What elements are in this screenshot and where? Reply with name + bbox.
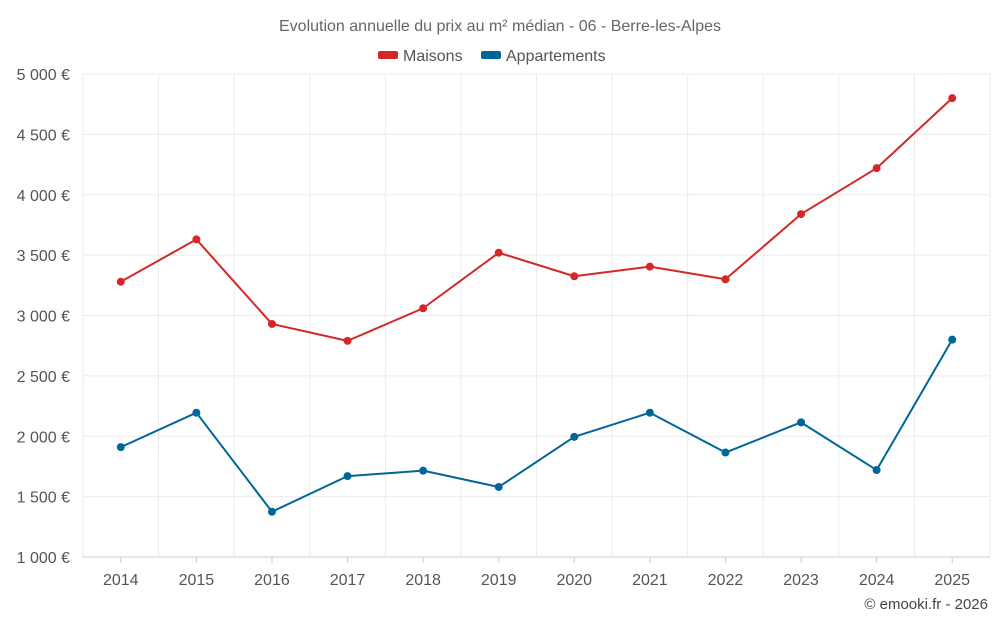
data-point-appartements[interactable] [721,448,730,457]
legend-swatch-maisons [378,51,398,59]
y-tick-label: 2 500 € [17,369,70,386]
data-point-maisons[interactable] [570,272,579,281]
y-tick-label: 4 500 € [17,127,70,144]
y-tick-label: 2 000 € [17,429,70,446]
y-tick-label: 5 000 € [17,67,70,84]
data-point-appartements[interactable] [116,443,125,452]
data-point-appartements[interactable] [948,335,957,344]
y-tick-label: 3 000 € [17,309,70,326]
series-layer [116,94,957,516]
y-tick-label: 1 000 € [17,550,70,567]
x-tick-label: 2017 [330,572,366,589]
data-point-appartements[interactable] [419,466,428,475]
data-point-maisons[interactable] [419,304,428,313]
data-point-maisons[interactable] [872,164,881,173]
x-tick-label: 2022 [708,572,744,589]
data-point-maisons[interactable] [797,210,806,219]
data-point-appartements[interactable] [645,408,654,417]
data-point-maisons[interactable] [645,262,654,271]
x-tick-label: 2014 [103,572,139,589]
legend-label-maisons[interactable]: Maisons [403,48,463,65]
axes: 1 000 € 1 500 € 2 000 € 2 500 € 3 000 € 3 500… [17,67,990,589]
x-tick-label: 2023 [783,572,819,589]
x-tick-label: 2025 [934,572,970,589]
series-line-maisons [120,97,953,342]
grid-lines [82,73,991,557]
data-point-maisons[interactable] [267,319,276,328]
x-tick-label: 2016 [254,572,290,589]
data-point-appartements[interactable] [343,472,352,481]
data-point-appartements[interactable] [872,466,881,475]
y-tick-label: 3 500 € [17,248,70,265]
x-tick-label: 2020 [556,572,592,589]
chart-title: Evolution annuelle du prix au m² médian … [279,18,721,35]
x-tick-label: 2015 [179,572,215,589]
data-point-maisons[interactable] [948,94,957,103]
y-tick-label: 4 000 € [17,188,70,205]
x-tick-label: 2018 [405,572,441,589]
data-point-maisons[interactable] [192,235,201,244]
data-point-appartements[interactable] [570,432,579,441]
data-point-appartements[interactable] [494,482,503,491]
legend-swatch-appartements [481,51,501,59]
credit-text: © emooki.fr - 2026 [864,596,988,613]
x-tick-label: 2021 [632,572,668,589]
data-point-appartements[interactable] [797,418,806,427]
data-point-maisons[interactable] [116,277,125,286]
data-point-appartements[interactable] [267,507,276,516]
data-point-maisons[interactable] [721,275,730,284]
data-point-maisons[interactable] [343,336,352,345]
legend-label-appartements[interactable]: Appartements [506,48,606,65]
y-tick-label: 1 500 € [17,490,70,507]
data-point-maisons[interactable] [494,248,503,257]
x-tick-label: 2019 [481,572,517,589]
x-tick-label: 2024 [859,572,895,589]
series-line-appartements [120,339,954,513]
legend: Maisons Appartements [378,48,606,65]
data-point-appartements[interactable] [192,408,201,417]
